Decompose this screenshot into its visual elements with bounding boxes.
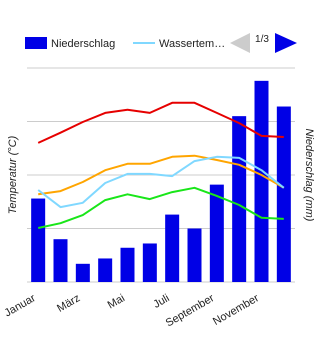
bar (209, 184, 224, 282)
bar (120, 247, 135, 282)
bar (276, 106, 291, 283)
x-tick-label: März (55, 292, 82, 315)
prev-button[interactable] (230, 33, 250, 53)
bar (31, 198, 46, 282)
line (37, 186, 284, 229)
bar (232, 116, 247, 283)
bar (142, 243, 157, 282)
x-tick-label: Mai (106, 292, 127, 311)
x-tick-label: Juli (151, 292, 171, 311)
y2-axis-title: Niederschlag (mm) (303, 129, 315, 222)
legend-label: Wassertem… (159, 38, 225, 50)
x-tick-label: November (211, 292, 261, 328)
pager: 1/3 (255, 34, 269, 45)
x-tick-label: Januar (3, 292, 38, 319)
next-button[interactable] (275, 33, 297, 53)
bar (165, 214, 180, 282)
bar (98, 258, 113, 282)
bar (75, 263, 90, 282)
line (38, 154, 285, 196)
line (37, 155, 285, 209)
bar (53, 239, 68, 282)
bar (254, 80, 269, 282)
bar (187, 228, 202, 282)
legend-label: Niederschlag (51, 38, 115, 50)
line (37, 101, 284, 144)
x-tick-label: September (164, 292, 217, 329)
legend-swatch (25, 37, 47, 49)
y-axis-title: Temperatur (°C) (7, 135, 19, 214)
